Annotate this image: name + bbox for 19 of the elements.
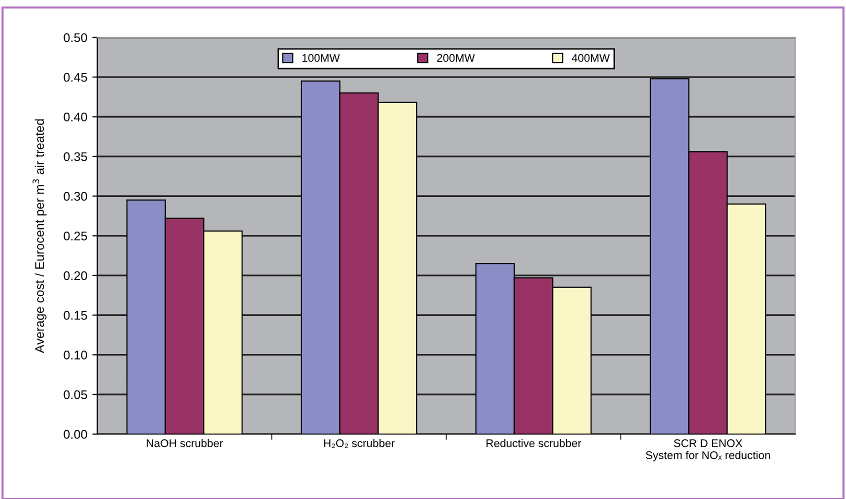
y-tick-label: 0.00: [64, 430, 88, 439]
y-tick-label: 0.50: [64, 33, 88, 42]
y-tick-label: 0.45: [64, 72, 88, 82]
x-tick-label: H₂O₂ scrubber: [324, 438, 395, 448]
legend-label: 200MW: [437, 54, 475, 62]
y-tick-label: 0.25: [64, 232, 88, 240]
y-tick-label: 0.40: [64, 112, 88, 122]
y-tick-label: 0.05: [64, 390, 88, 400]
x-tick-label: SCR D ENOX System for NOₓ reduction: [646, 439, 770, 462]
legend-label: 100MW: [302, 54, 340, 62]
y-tick-label: 0.35: [64, 152, 88, 162]
legend-label: 400MW: [572, 54, 610, 62]
y-axis-title: Average cost / Eurocent per m$^{3}$ air treated: [32, 119, 46, 354]
x-tick-label: Reductive scrubber: [486, 438, 582, 448]
y-tick-label: 0.10: [64, 350, 88, 360]
x-tick-label: NaOH scrubber: [146, 438, 223, 448]
y-tick-label: 0.15: [64, 310, 88, 320]
y-tick-label: 0.30: [64, 192, 88, 201]
y-tick-label: 0.20: [64, 271, 88, 280]
